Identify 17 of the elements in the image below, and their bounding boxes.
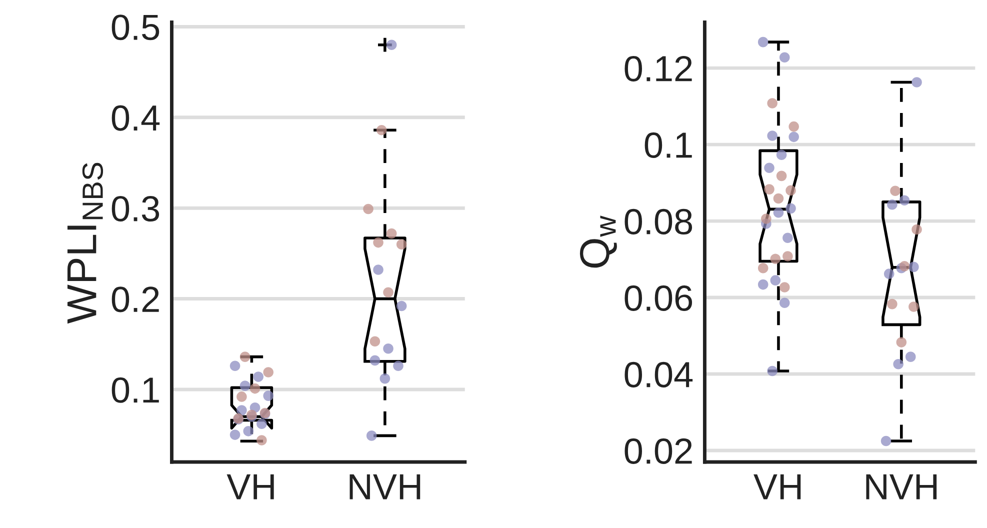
y-tick-label: 0.04 [624, 362, 693, 388]
y-tick-label: 0.12 [624, 56, 692, 82]
x-tick-label: VH [754, 474, 801, 500]
x-tick-label: NVH [350, 474, 420, 500]
y-tick-label: 0.4 [112, 105, 160, 131]
y-tick-label: 0.08 [624, 208, 692, 234]
y-tick-label: 0.1 [112, 377, 159, 403]
y-axis-title: WPLI$_{NBS}$ [67, 162, 104, 324]
y-tick-label: 0.3 [112, 196, 160, 222]
y-tick-label: 0.1 [644, 132, 692, 158]
x-tick-label: NVH [866, 474, 937, 500]
y-tick-label: 0.5 [112, 14, 160, 40]
y-axis-title: Q$_{w}$ [580, 216, 617, 268]
y-tick-label: 0.2 [112, 286, 159, 312]
x-tick-label: VH [226, 474, 274, 500]
y-tick-label: 0.06 [624, 285, 692, 311]
y-tick-label: 0.02 [624, 438, 692, 464]
